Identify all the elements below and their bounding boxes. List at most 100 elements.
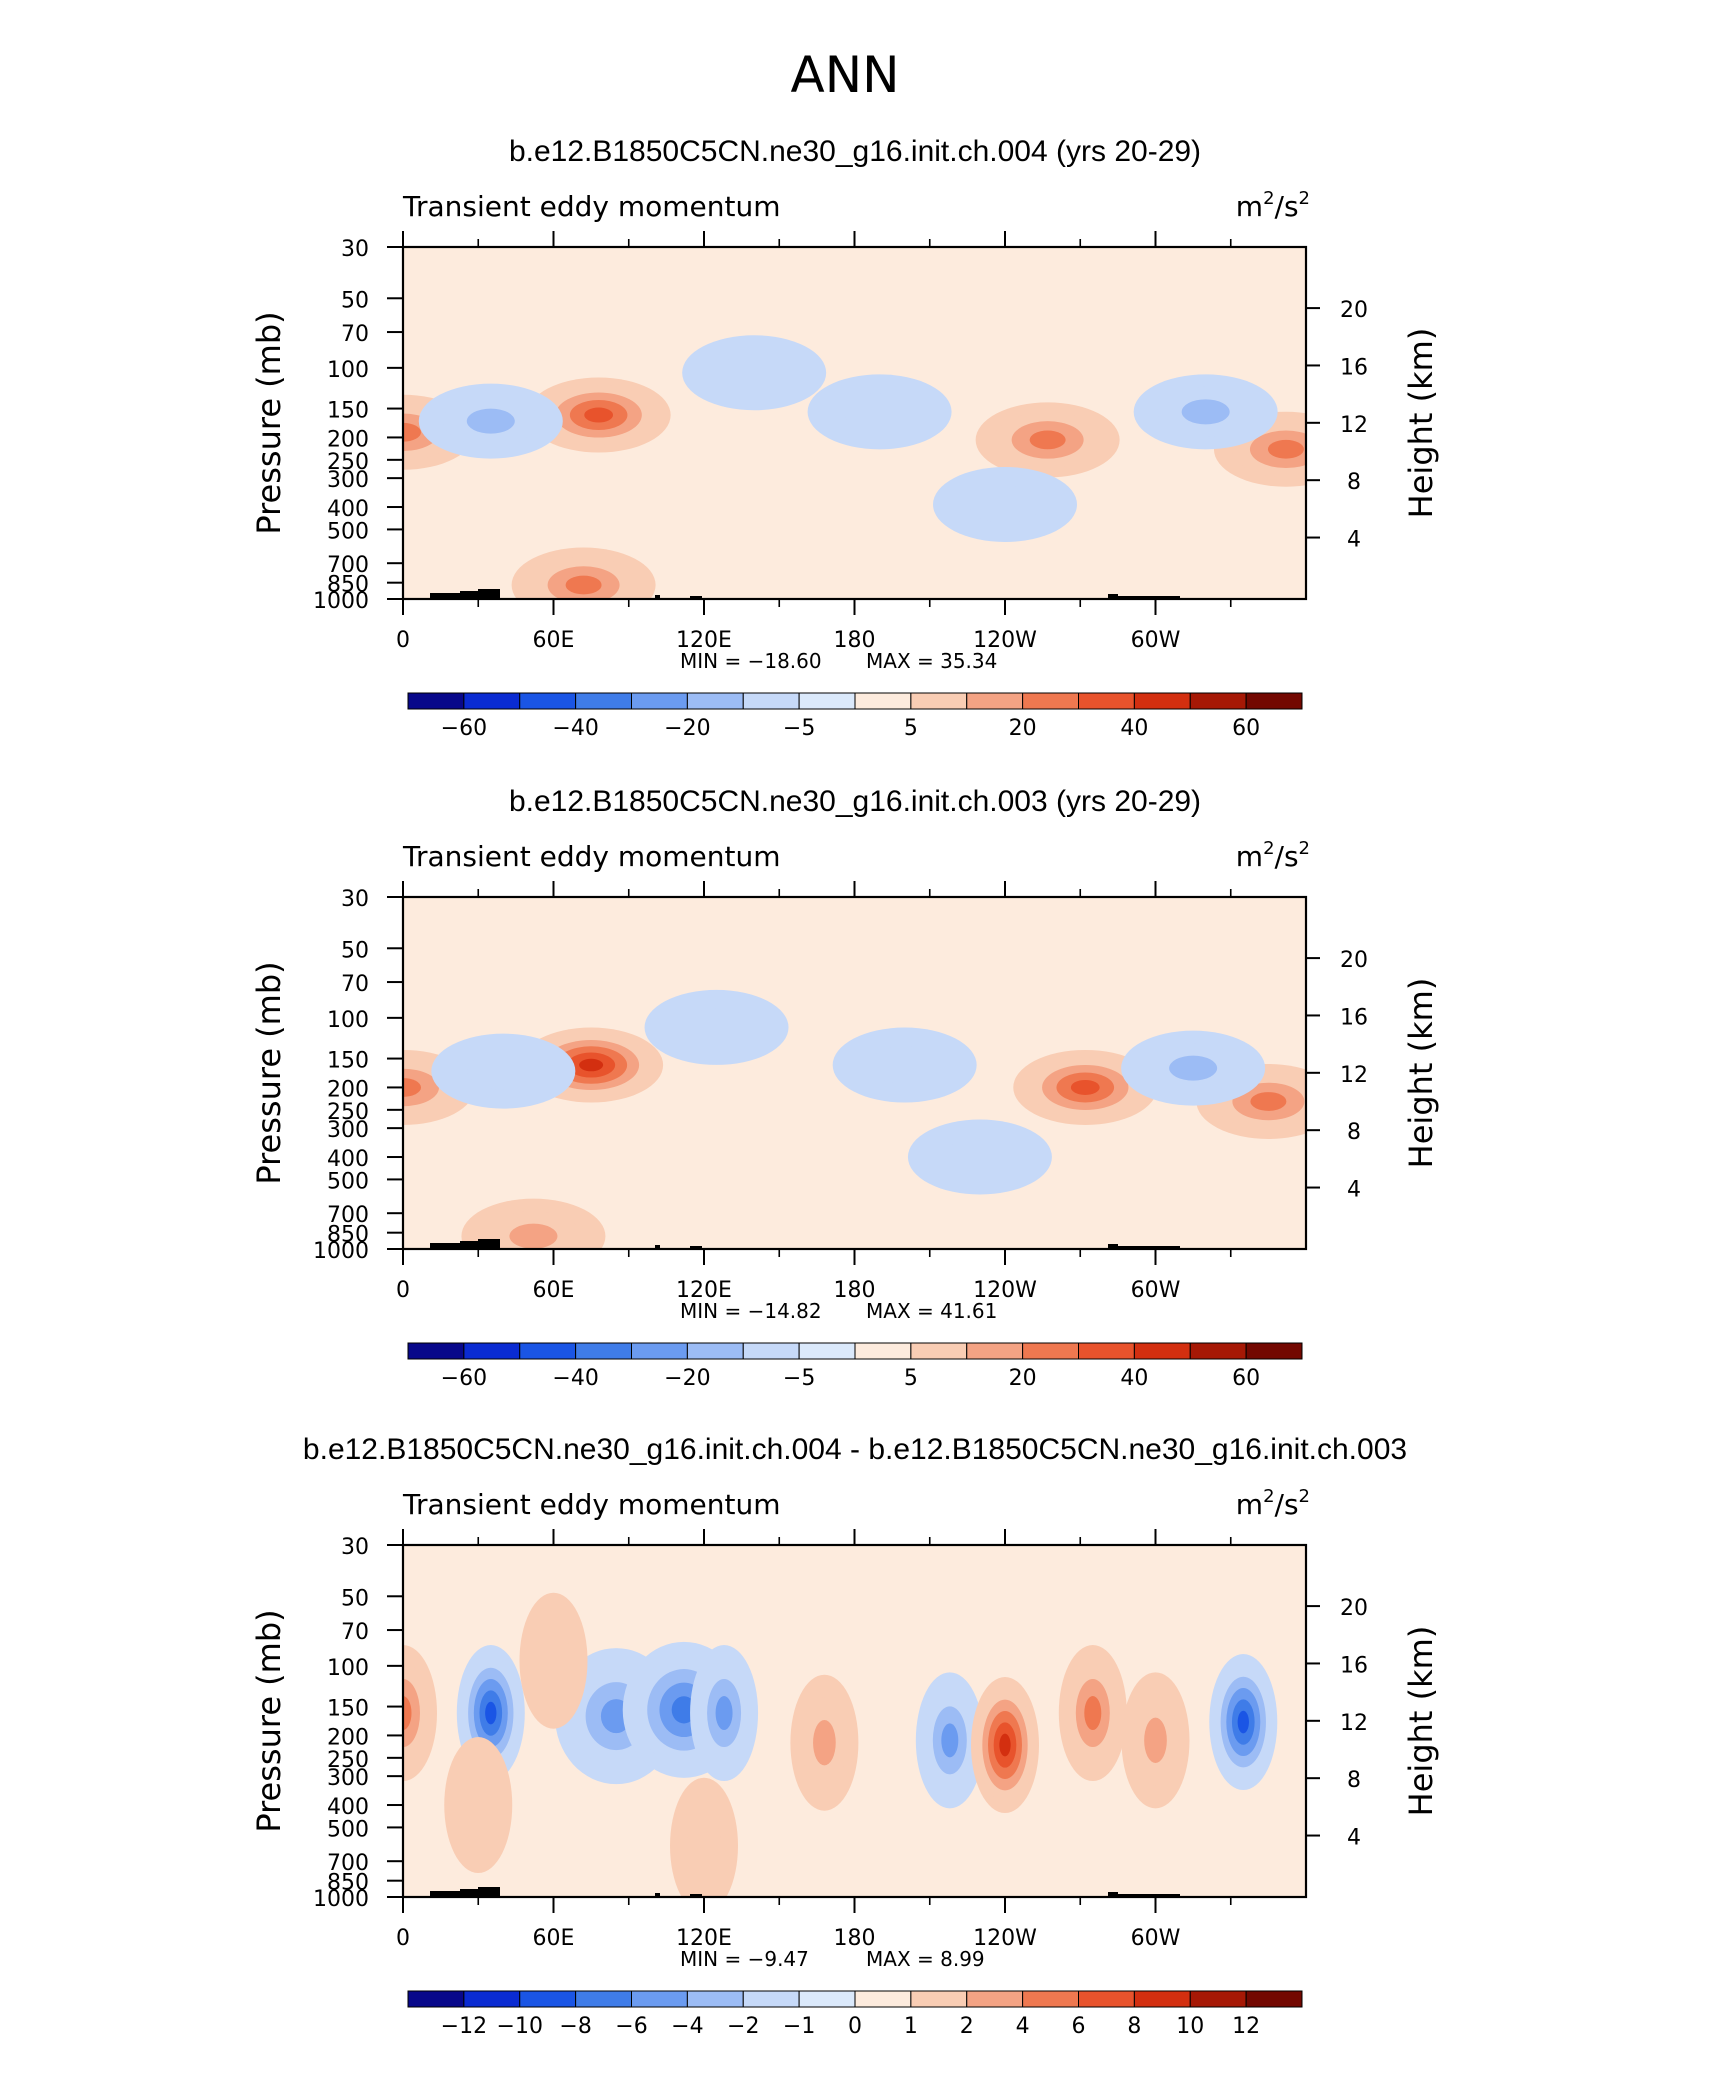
x-tick-label: 120E	[676, 628, 732, 653]
max-label: MAX = 35.34	[866, 649, 997, 673]
colorbar-label: 40	[1120, 1366, 1148, 1391]
contour-band	[1237, 1710, 1249, 1734]
panel-2: b.e12.B1850C5CN.ne30_g16.init.ch.003 (yr…	[250, 785, 1440, 1391]
feature-12	[444, 1737, 513, 1874]
y-tick-label: 250	[327, 450, 369, 475]
y-tick-label: 150	[327, 1697, 369, 1722]
topography-block	[690, 596, 702, 599]
colorbar-label: −40	[552, 1366, 598, 1391]
y-tick-label: 200	[327, 1077, 369, 1102]
y-tick-label: 850	[327, 573, 369, 598]
colorbar-swatch	[966, 692, 1024, 710]
feature-7	[807, 374, 952, 450]
panel-title: b.e12.B1850C5CN.ne30_g16.init.ch.004 (yr…	[509, 135, 1201, 168]
colorbar-swatch	[1022, 1342, 1079, 1360]
x-tick-label: 120W	[973, 1278, 1037, 1303]
feature-4	[915, 1672, 984, 1809]
x-tick-label: 180	[834, 628, 876, 653]
contour-band	[941, 1723, 959, 1758]
colorbar-swatch	[463, 1342, 521, 1360]
y-tick-label: 850	[327, 1871, 369, 1896]
x-tick-label: 120W	[973, 1926, 1037, 1951]
max-label: MAX = 41.61	[866, 1299, 997, 1323]
y-tick-label: 850	[327, 1223, 369, 1248]
feature-10	[790, 1674, 859, 1811]
units-label: m2/s2	[1236, 188, 1310, 223]
height-tick-label: 8	[1347, 1768, 1361, 1793]
colorbar-swatch	[1133, 1342, 1191, 1360]
y-axis-label-right: Height (km)	[1402, 1626, 1440, 1817]
colorbar-swatch	[798, 692, 856, 710]
colorbar-label: 6	[1072, 2014, 1086, 2039]
contour-band	[813, 1720, 836, 1766]
y-tick-label: 30	[341, 887, 369, 912]
contour-band	[1250, 1092, 1287, 1111]
contour-band	[467, 1052, 540, 1090]
colorbar-swatch	[519, 1342, 577, 1360]
contour-band	[1070, 1079, 1100, 1095]
colorbar-label: −5	[783, 1366, 815, 1391]
feature-3	[690, 1645, 759, 1782]
y-tick-label: 250	[327, 1100, 369, 1125]
units-exp1: 2	[1263, 1486, 1274, 1507]
colorbar-swatch	[407, 1342, 465, 1360]
colorbar-label: −40	[552, 716, 598, 741]
colorbar-swatch	[1189, 692, 1247, 710]
feature-13	[519, 1592, 588, 1729]
contour-band	[969, 485, 1041, 524]
topography-block	[1108, 1244, 1118, 1249]
feature-9	[933, 466, 1077, 542]
colorbar-swatch	[463, 692, 521, 710]
feature-5	[1209, 1654, 1278, 1791]
colorbar-swatch	[798, 1342, 856, 1360]
y-axis-label: Pressure (mb)	[250, 1609, 288, 1832]
contour-band	[579, 1058, 604, 1072]
colorbar-swatch	[575, 1342, 632, 1360]
topography-block	[1108, 594, 1118, 599]
colorbar-swatch	[575, 1990, 632, 2008]
topography-block	[1108, 1892, 1118, 1897]
colorbar-swatch	[1245, 692, 1303, 710]
colorbar-swatch	[854, 692, 912, 710]
feature-9	[907, 1119, 1052, 1195]
topography-block	[690, 1894, 702, 1897]
contour-band	[943, 1138, 1016, 1176]
feature-6	[682, 335, 827, 411]
colorbar: −12 −10 −8 −6 −4 −2 −1 0 1 2 4 6 8 10 12	[407, 1990, 1303, 2039]
units-base: m	[1236, 190, 1263, 223]
y-tick-label: 300	[327, 468, 369, 493]
units-exp1: 2	[1263, 838, 1274, 859]
contour-band	[403, 1696, 412, 1731]
colorbar-swatch	[798, 1990, 856, 2008]
units-label: m2/s2	[1236, 838, 1310, 873]
x-tick-label: 60E	[533, 1926, 575, 1951]
colorbar-swatch	[519, 1990, 577, 2008]
topography-block	[1118, 1246, 1180, 1249]
contour-band	[403, 422, 421, 442]
y-tick-label: 200	[327, 427, 369, 452]
topography	[430, 1887, 1180, 1897]
height-tick-label: 16	[1340, 355, 1368, 380]
topography-block	[478, 589, 500, 599]
colorbar-label: 5	[904, 716, 918, 741]
x-tick-label: 0	[396, 628, 410, 653]
y-tick-label: 500	[327, 519, 369, 544]
colorbar-label: 8	[1127, 2014, 1141, 2039]
colorbar-swatch	[631, 1342, 688, 1360]
panel-title: b.e12.B1850C5CN.ne30_g16.init.ch.003 (yr…	[509, 785, 1201, 818]
contour-band	[718, 354, 791, 392]
topography-block	[478, 1239, 500, 1249]
y-tick-label: 50	[341, 288, 369, 313]
y-tick-label: 1000	[313, 589, 369, 614]
colorbar-swatch	[686, 1990, 744, 2008]
height-tick-label: 20	[1340, 1596, 1368, 1621]
contour-field	[403, 1545, 1306, 1897]
y-tick-label: 300	[327, 1118, 369, 1143]
height-tick-label: 12	[1340, 1063, 1368, 1088]
contour-field	[403, 247, 1306, 599]
colorbar-label: −2	[727, 2014, 759, 2039]
feature-6	[403, 1645, 437, 1782]
colorbar-swatch	[1189, 1990, 1247, 2008]
contour-band	[999, 1733, 1011, 1757]
x-tick-label: 0	[396, 1926, 410, 1951]
